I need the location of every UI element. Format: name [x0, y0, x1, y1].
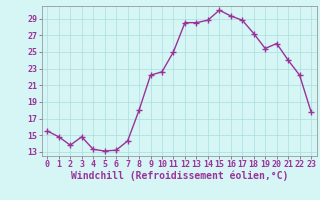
X-axis label: Windchill (Refroidissement éolien,°C): Windchill (Refroidissement éolien,°C): [70, 171, 288, 181]
